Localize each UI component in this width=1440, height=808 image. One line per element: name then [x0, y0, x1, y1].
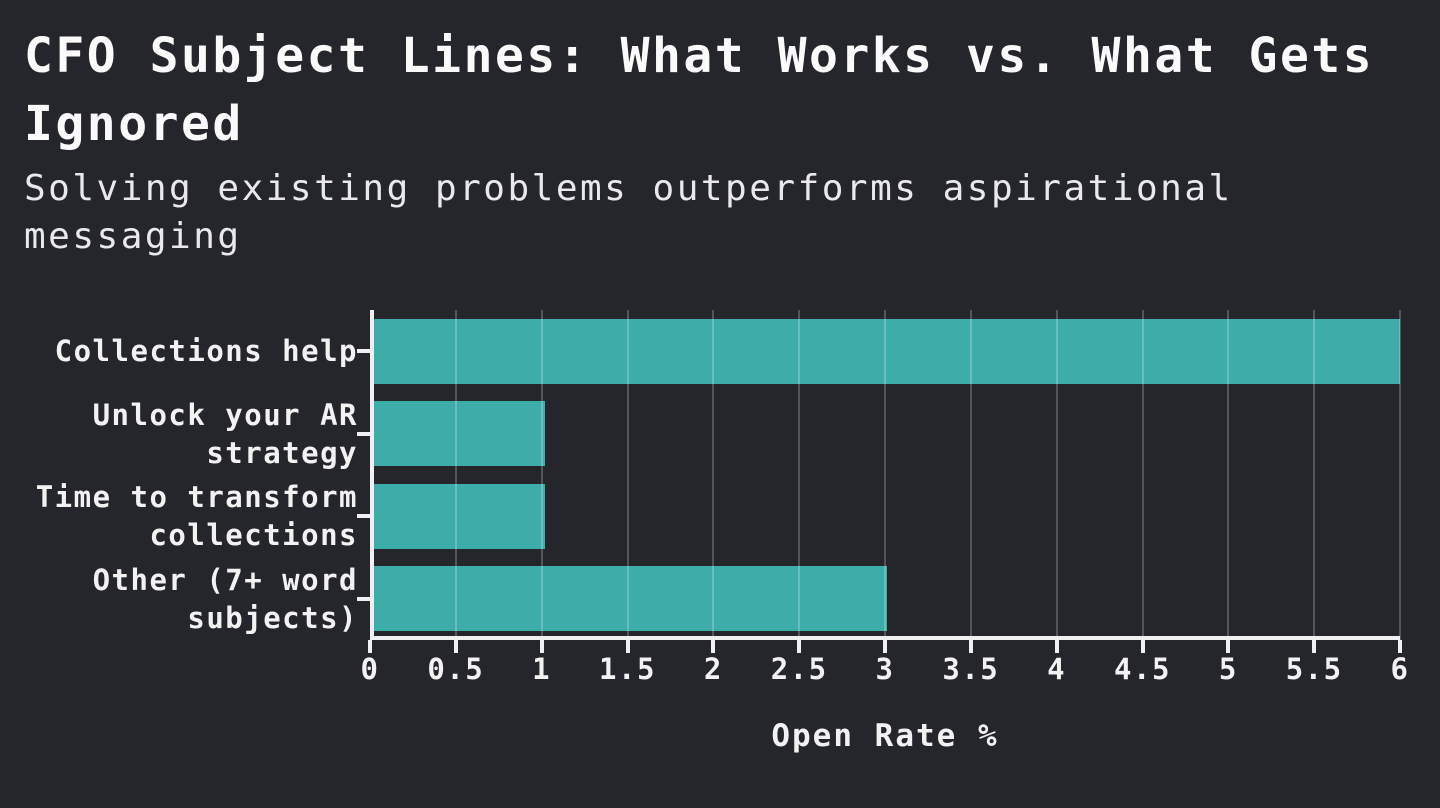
bar [374, 401, 545, 467]
x-tick [368, 640, 372, 653]
gridline [540, 310, 543, 640]
gridline [454, 310, 457, 640]
x-tick [453, 640, 458, 653]
gridline [798, 310, 801, 640]
y-axis-category-label: Collections help [6, 310, 358, 393]
x-axis-line [370, 636, 1400, 640]
plot-area [370, 310, 1401, 640]
y-axis-category-label-line: Unlock your AR [92, 397, 358, 432]
y-axis-category-label-line: Collections help [54, 334, 358, 369]
y-axis-category-label-line: subjects) [187, 600, 358, 635]
x-tick [539, 640, 544, 653]
y-axis-category-label-line: collections [149, 518, 358, 553]
gridline [1227, 310, 1230, 640]
x-tick [625, 640, 630, 653]
bar [374, 566, 887, 632]
chart-subtitle: Solving existing problems outperforms as… [24, 168, 1233, 257]
y-tick [357, 514, 370, 519]
x-tick-label: 6 [1390, 652, 1410, 686]
y-axis-category-label: Time to transform collections [6, 475, 358, 558]
gridline [1399, 310, 1401, 640]
x-tick [1054, 640, 1059, 653]
x-tick [1398, 640, 1402, 653]
gridline [884, 310, 886, 640]
y-axis-line [370, 310, 374, 640]
y-tick [357, 349, 370, 354]
x-tick [711, 640, 716, 653]
x-tick-label: 4.5 [1114, 652, 1171, 686]
y-axis-category-label-line: strategy [206, 435, 358, 470]
x-tick-label: 5 [1218, 652, 1238, 686]
y-axis-category-label: Other (7+ word subjects) [6, 558, 358, 641]
x-tick [1312, 640, 1317, 653]
gridline [712, 310, 715, 640]
x-tick [797, 640, 802, 653]
x-tick-label: 5.5 [1285, 652, 1343, 686]
y-tick [357, 596, 370, 601]
chart-title: CFO Subject Lines: What Works vs. What G… [24, 28, 1375, 152]
x-tick [883, 640, 887, 653]
x-tick-label: 3.5 [942, 652, 1000, 686]
bar [374, 483, 545, 549]
gridline [1313, 310, 1316, 640]
x-tick [1140, 640, 1145, 653]
y-axis-category-label: Unlock your AR strategy [6, 393, 358, 476]
x-tick-label: 0.5 [427, 652, 485, 686]
gridline [1141, 310, 1144, 640]
y-axis-category-label-line: Other (7+ word [92, 562, 358, 597]
x-tick-label: 3 [875, 652, 895, 686]
x-tick-label: 0 [360, 652, 380, 686]
x-tick-label: 1.5 [599, 652, 656, 686]
x-tick [1226, 640, 1231, 653]
x-tick-label: 4 [1047, 652, 1067, 686]
x-tick-label: 2.5 [770, 652, 828, 686]
y-axis-category-label-line: Time to transform [35, 480, 358, 515]
gridline [969, 310, 972, 640]
gridline [1055, 310, 1058, 640]
gridline [626, 310, 629, 640]
x-tick-label: 1 [532, 652, 552, 686]
x-axis-title: Open Rate % [771, 718, 999, 754]
bar [374, 318, 1400, 384]
y-tick [357, 431, 370, 436]
x-tick-label: 2 [703, 652, 723, 686]
x-tick [968, 640, 973, 653]
